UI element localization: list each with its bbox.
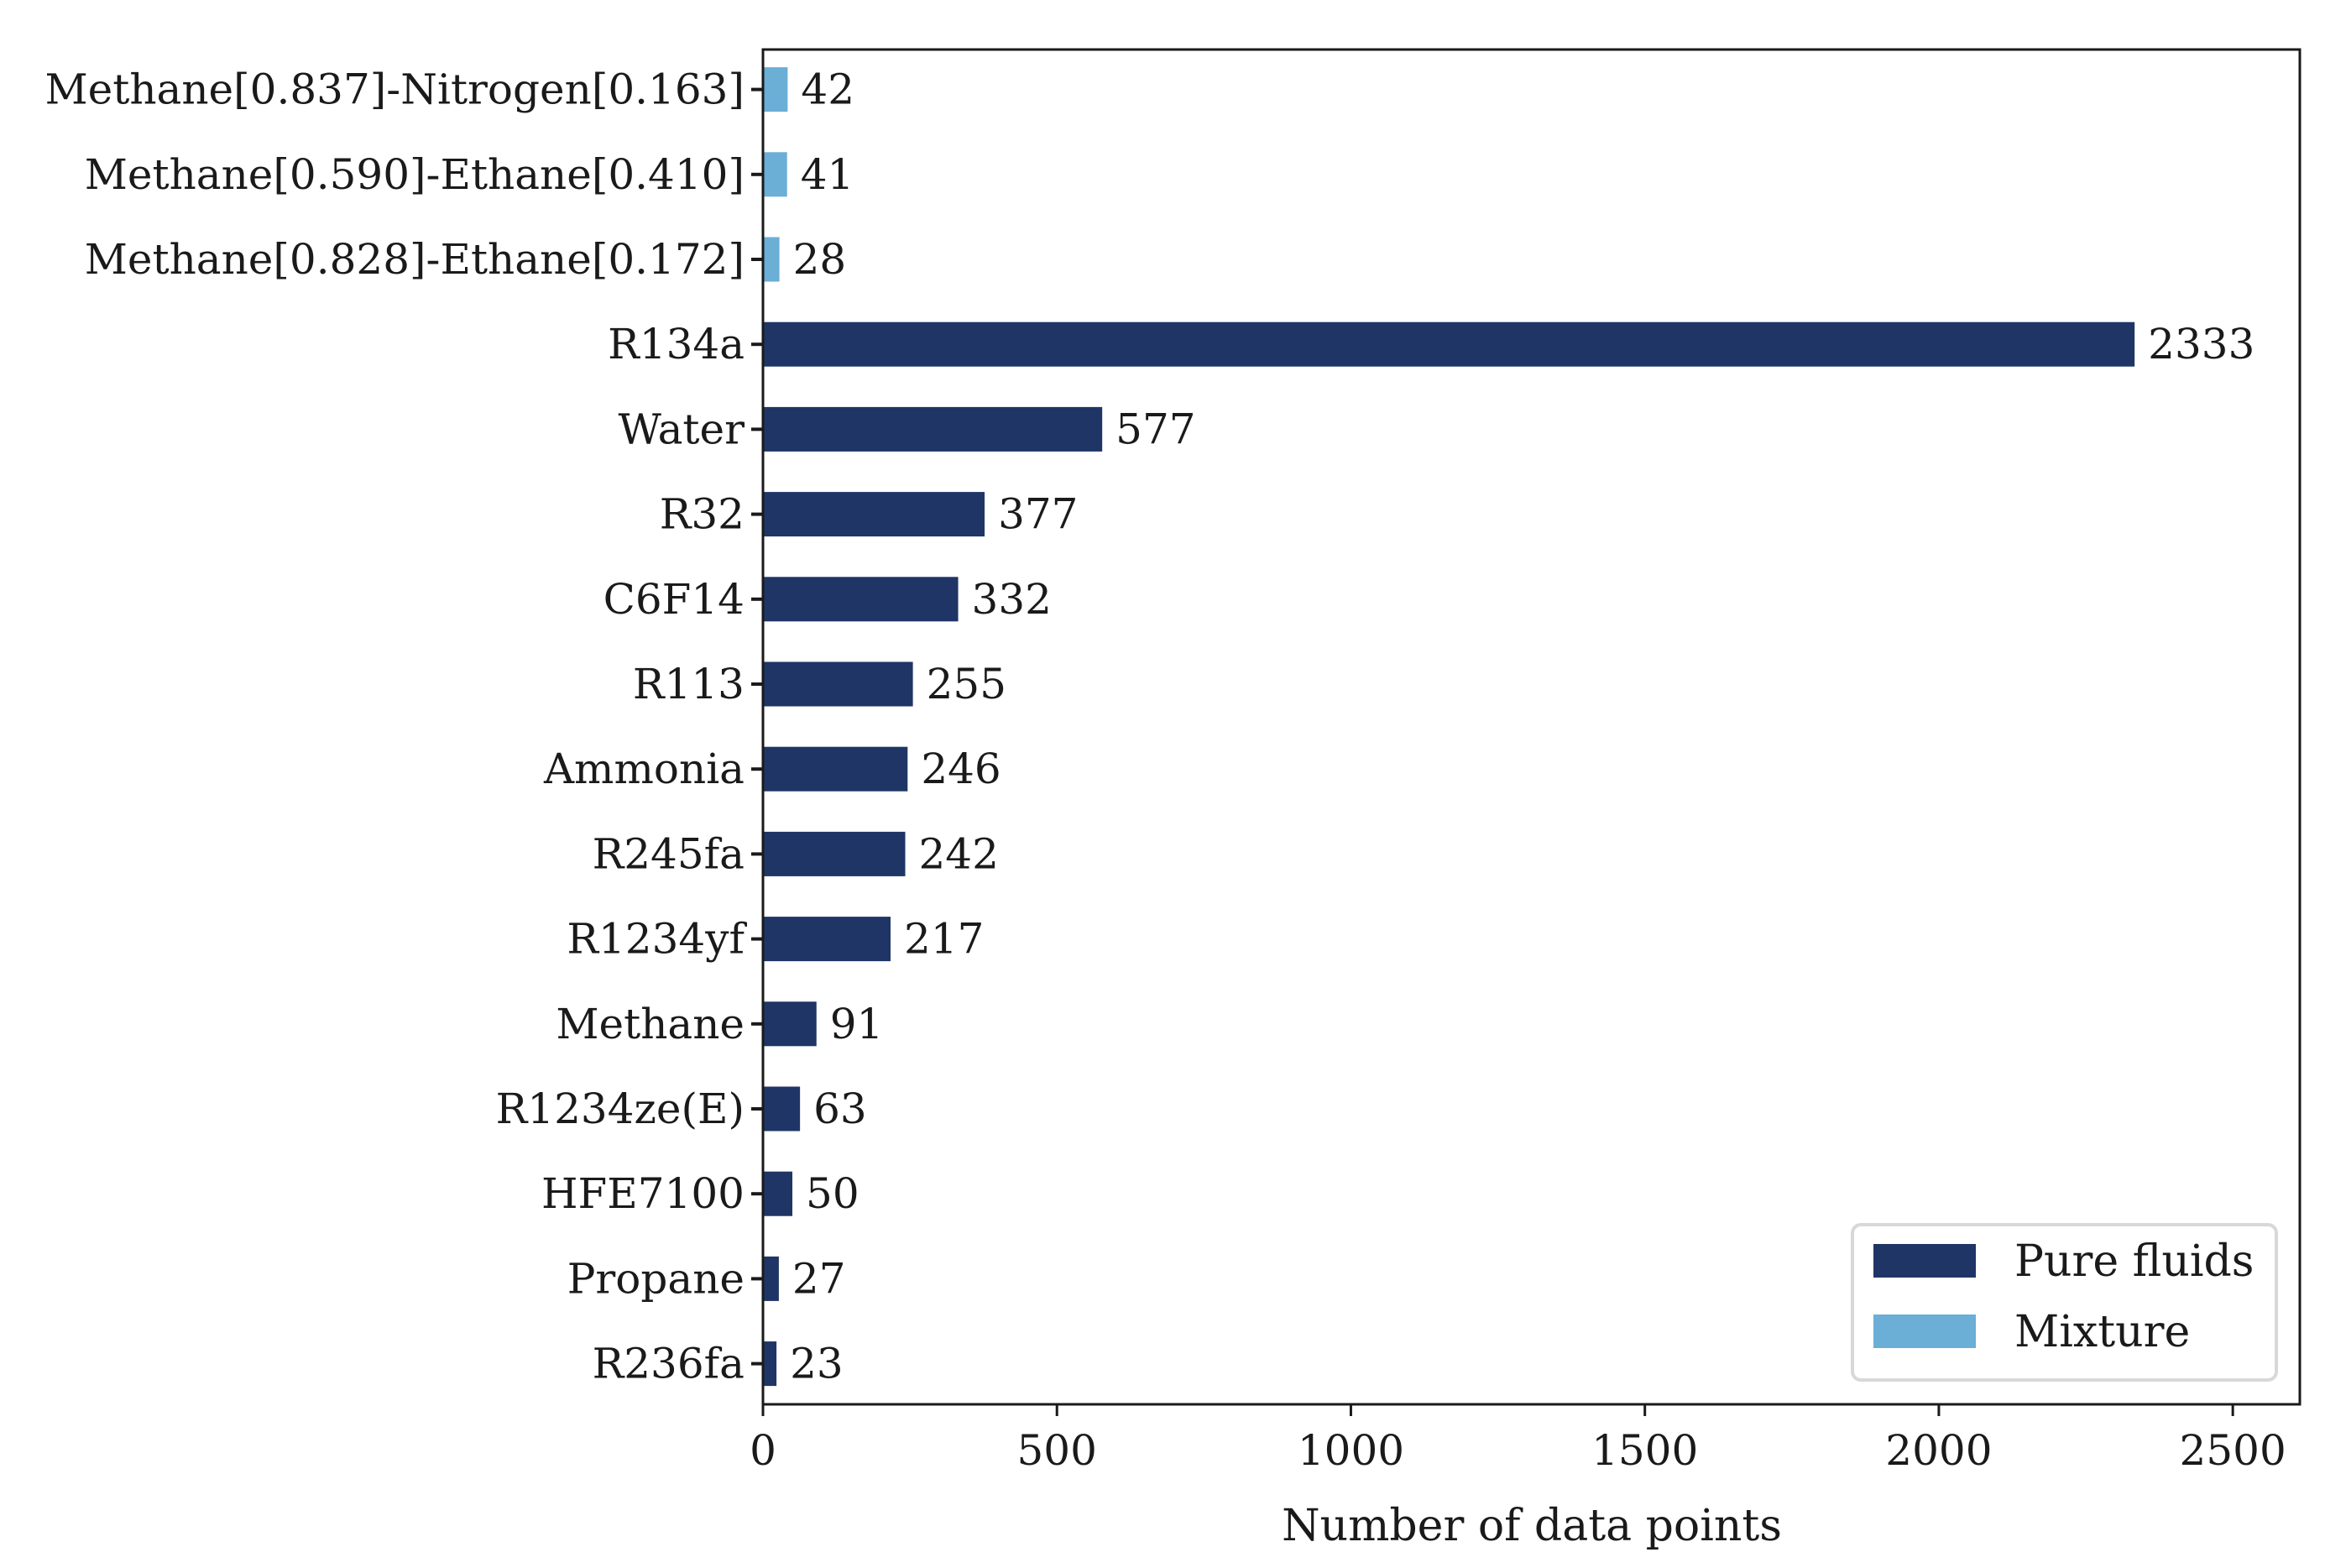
legend-swatch-mixture	[1873, 1315, 1976, 1348]
y-tick-label: Methane[0.590]-Ethane[0.410]	[85, 150, 745, 199]
x-tick-label: 1000	[1298, 1426, 1404, 1475]
bar	[763, 1256, 779, 1301]
bar	[763, 831, 906, 876]
bar	[763, 406, 1103, 452]
data-label: 377	[998, 490, 1078, 539]
legend-swatch-pure	[1873, 1244, 1976, 1278]
y-axis-labels: Methane[0.837]-Nitrogen[0.163] Methane[0.…	[44, 65, 763, 1388]
data-label: 332	[972, 575, 1052, 624]
data-label: 255	[927, 660, 1006, 708]
data-label: 91	[830, 1000, 884, 1048]
bar	[763, 661, 913, 707]
y-tick-label: R134a	[608, 320, 745, 368]
data-labels: 42 41 28 2333 577 377 332 255 246 242 217 91 63 50 27 2…	[790, 65, 2254, 1388]
data-label: 41	[801, 150, 854, 199]
data-label: 23	[790, 1340, 844, 1388]
data-label: 50	[806, 1169, 859, 1218]
data-label: 217	[904, 915, 984, 964]
y-tick-label: Methane[0.828]-Ethane[0.172]	[85, 235, 745, 284]
x-axis-ticks: 0 500 1000 1500 2000 2500	[750, 1404, 2286, 1475]
x-axis-label: Number of data points	[1282, 1501, 1782, 1551]
y-tick-label: R236fa	[593, 1340, 745, 1388]
data-label: 242	[919, 829, 999, 878]
y-tick-label: R245fa	[593, 829, 745, 878]
data-label: 246	[921, 745, 1001, 793]
x-tick-label: 2000	[1885, 1426, 1992, 1475]
y-tick-label: Methane[0.837]-Nitrogen[0.163]	[44, 65, 745, 114]
y-tick-label: R1234ze(E)	[496, 1085, 745, 1133]
legend-label-mixture: Mixture	[2014, 1307, 2190, 1357]
y-tick-label: R32	[660, 490, 745, 539]
bar	[763, 152, 787, 197]
bar	[763, 1001, 817, 1047]
y-tick-label: HFE7100	[541, 1169, 745, 1218]
y-tick-label: Methane	[556, 1000, 745, 1048]
bar	[763, 1171, 793, 1216]
legend-label-pure: Pure fluids	[2014, 1236, 2254, 1287]
legend: Pure fluids Mixture	[1851, 1223, 2278, 1382]
data-label: 63	[813, 1085, 867, 1133]
data-label: 28	[793, 235, 847, 284]
data-label: 42	[801, 65, 854, 114]
y-tick-label: Water	[619, 405, 745, 453]
bar	[763, 1341, 777, 1387]
plot-frame	[761, 48, 2301, 1406]
x-tick-label: 500	[1017, 1426, 1097, 1475]
x-tick-label: 1500	[1591, 1426, 1698, 1475]
y-tick-label: R113	[633, 660, 745, 708]
bar	[763, 237, 780, 282]
bar	[763, 321, 2135, 367]
y-tick-label: Ammonia	[543, 745, 745, 793]
bar	[763, 746, 908, 792]
bar	[763, 917, 891, 962]
data-label: 577	[1115, 405, 1195, 453]
bars	[763, 67, 2135, 1387]
y-tick-label: C6F14	[603, 575, 745, 624]
data-label: 2333	[2148, 320, 2254, 368]
bar	[763, 577, 959, 622]
bar	[763, 1086, 801, 1132]
y-tick-label: R1234yf	[567, 915, 747, 964]
bar	[763, 492, 985, 537]
x-tick-label: 2500	[2180, 1426, 2286, 1475]
y-tick-label: Propane	[567, 1254, 745, 1303]
data-label: 27	[792, 1254, 846, 1303]
x-tick-label: 0	[750, 1426, 776, 1475]
bar	[763, 67, 788, 112]
